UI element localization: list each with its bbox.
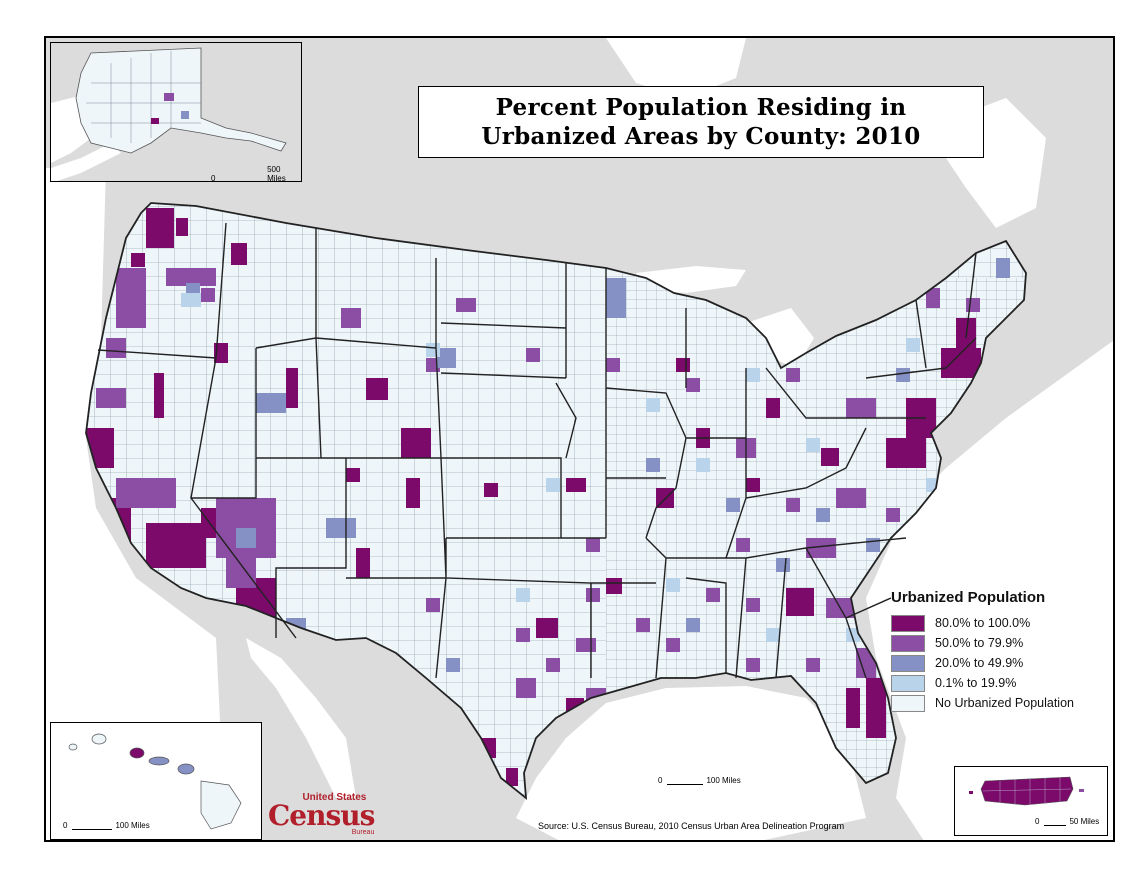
legend-label: No Urbanized Population <box>935 696 1074 710</box>
legend-swatch <box>891 634 925 652</box>
legend: Urbanized Population 80.0% to 100.0% 50.… <box>891 589 1113 713</box>
legend-swatch <box>891 674 925 692</box>
legend-swatch <box>891 614 925 632</box>
puerto-rico-scalebar: 0 50 Miles <box>1035 817 1099 826</box>
census-logo: United States Census Bureau <box>268 792 375 837</box>
legend-label: 20.0% to 49.9% <box>935 656 1024 670</box>
legend-swatch <box>891 654 925 672</box>
legend-swatch <box>891 694 925 712</box>
hudson-area <box>606 38 1046 228</box>
legend-label: 0.1% to 19.9% <box>935 676 1017 690</box>
ocean-atlantic <box>866 340 1113 840</box>
alaska-scalebar: 0 500 Miles <box>211 165 301 182</box>
legend-label: 80.0% to 100.0% <box>935 616 1031 630</box>
map-title: Percent Population Residing in Urbanized… <box>418 86 984 158</box>
legend-label: 50.0% to 79.9% <box>935 636 1024 650</box>
logo-united-states: United States <box>302 792 367 803</box>
source-note: Source: U.S. Census Bureau, 2010 Census … <box>538 821 845 831</box>
contiguous-scale-zero: 0 <box>658 776 663 785</box>
legend-item: 80.0% to 100.0% <box>891 613 1113 633</box>
alaska-map <box>51 43 301 181</box>
hawaii-map <box>51 723 261 839</box>
gulf-of-california <box>246 638 356 798</box>
logo-census: Census <box>268 799 375 832</box>
map-frame: Percent Population Residing in Urbanized… <box>44 36 1115 842</box>
class-0-20 <box>181 293 940 642</box>
contiguous-scale-label: 100 Miles <box>706 776 741 785</box>
contiguous-scalebar: 0 100 Miles <box>658 776 741 785</box>
puerto-rico-inset: 0 50 Miles <box>954 766 1108 836</box>
pr-scale-label: 50 Miles <box>1069 817 1100 826</box>
legend-item: 0.1% to 19.9% <box>891 673 1113 693</box>
hawaii-scalebar: 0 100 Miles <box>63 821 150 830</box>
alaska-inset: 0 500 Miles <box>50 42 302 182</box>
puerto-rico-map <box>955 767 1107 835</box>
hawaii-inset: 0 100 Miles <box>50 722 262 840</box>
hawaii-scale-label: 100 Miles <box>115 821 150 830</box>
legend-item: 50.0% to 79.9% <box>891 633 1113 653</box>
alaska-scale-label: 500 Miles <box>267 165 286 182</box>
legend-title: Urbanized Population <box>891 589 1046 606</box>
alaska-scale-zero: 0 <box>211 174 216 182</box>
title-line-1: Percent Population Residing in <box>495 94 907 121</box>
legend-item: No Urbanized Population <box>891 693 1113 713</box>
state-borders <box>85 202 1027 801</box>
class-20-50 <box>186 258 1010 672</box>
title-line-2: Urbanized Areas by County: 2010 <box>481 123 921 150</box>
legend-item: 20.0% to 49.9% <box>891 653 1113 673</box>
logo-bureau: Bureau <box>351 829 375 836</box>
hawaii-scale-zero: 0 <box>63 821 68 830</box>
ocean-pacific <box>46 168 226 840</box>
main-map <box>46 38 1113 840</box>
gulf-of-mexico <box>516 686 866 840</box>
pr-scale-zero: 0 <box>1035 817 1040 826</box>
